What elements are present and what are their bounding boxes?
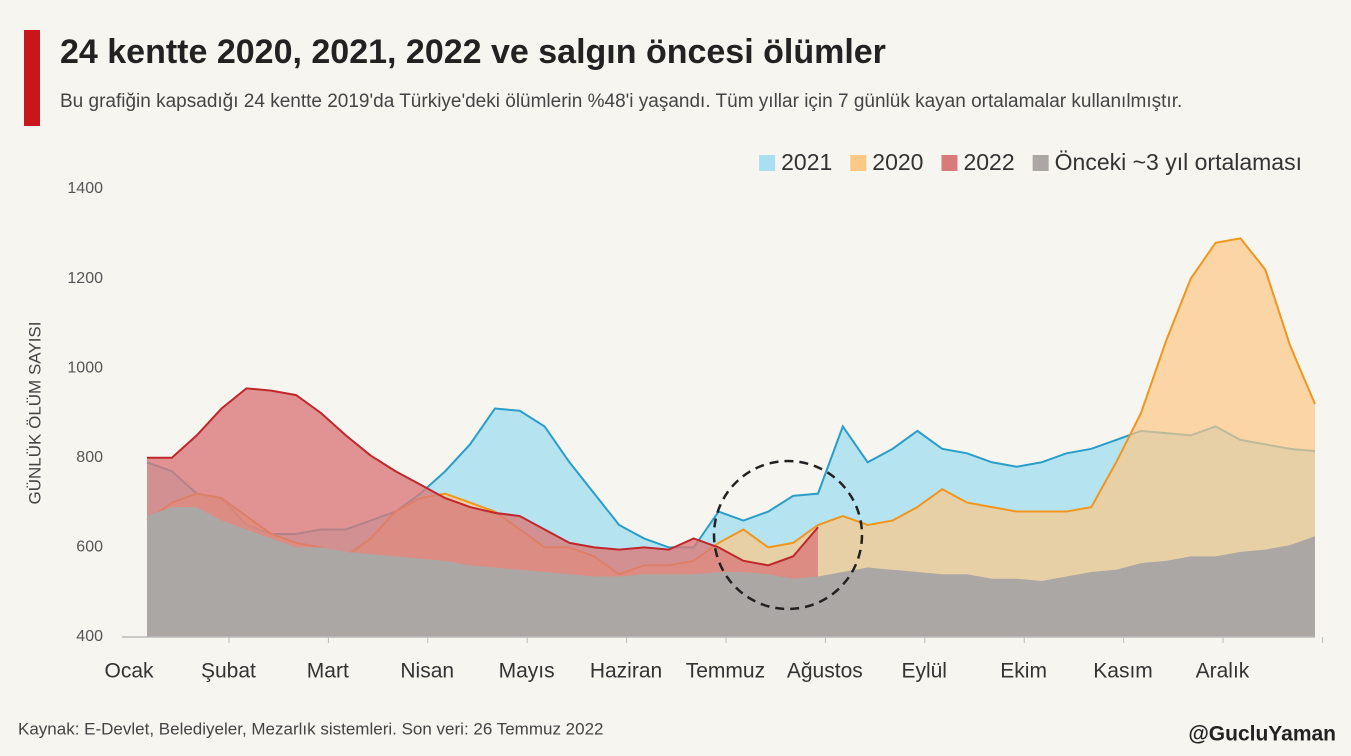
y-tick-label: 600 xyxy=(76,539,103,556)
source-note: Kaynak: E-Devlet, Belediyeler, Mezarlık … xyxy=(18,719,604,738)
x-tick-label: Mart xyxy=(307,660,349,683)
x-tick-label: Şubat xyxy=(201,660,256,683)
y-tick-label: 800 xyxy=(76,449,103,466)
x-tick-label: Aralık xyxy=(1196,660,1250,683)
legend-label: Önceki ~3 yıl ortalaması xyxy=(1055,149,1302,175)
highlight-circle xyxy=(712,459,864,611)
title-accent xyxy=(24,30,40,126)
x-tick-label: Ekim xyxy=(1000,660,1047,683)
x-tick-label: Eylül xyxy=(901,660,947,683)
x-tick-label: Kasım xyxy=(1093,660,1153,683)
y-tick-label: 1000 xyxy=(67,359,103,376)
legend: Önceki ~3 yıl ortalaması 2022 2020 2021 xyxy=(759,149,1302,175)
chart-title: 24 kentte 2020, 2021, 2022 ve salgın önc… xyxy=(60,33,886,71)
y-axis-label: GÜNLÜK ÖLÜM SAYISI xyxy=(25,322,44,505)
plot-area: 400 600 800 1000 1200 1400 Ocak Şubat Mart Nisan M… xyxy=(67,180,1323,683)
x-tick-label: Haziran xyxy=(590,660,662,683)
x-tick-label: Ocak xyxy=(104,660,154,683)
line xyxy=(147,387,819,567)
area xyxy=(147,507,1315,637)
legend-swatch xyxy=(759,155,776,171)
chart-subtitle: Bu grafiğin kapsadığı 24 kentte 2019'da … xyxy=(60,91,1182,112)
legend-label: 2022 xyxy=(963,149,1014,175)
legend-swatch xyxy=(1032,155,1049,171)
x-tick-label: Temmuz xyxy=(686,660,765,683)
y-tick-label: 1200 xyxy=(67,270,103,287)
legend-label: 2020 xyxy=(872,149,923,175)
legend-swatch xyxy=(850,155,867,171)
credit: @GucluYaman xyxy=(1188,723,1336,746)
x-tick-label: Ağustos xyxy=(787,660,863,683)
x-tick-label: Mayıs xyxy=(499,660,555,683)
y-tick-label: 1400 xyxy=(67,180,103,197)
legend-label: 2021 xyxy=(781,149,832,175)
y-tick-label: 400 xyxy=(76,628,103,645)
x-tick-label: Nisan xyxy=(400,660,454,683)
legend-swatch xyxy=(941,155,958,171)
